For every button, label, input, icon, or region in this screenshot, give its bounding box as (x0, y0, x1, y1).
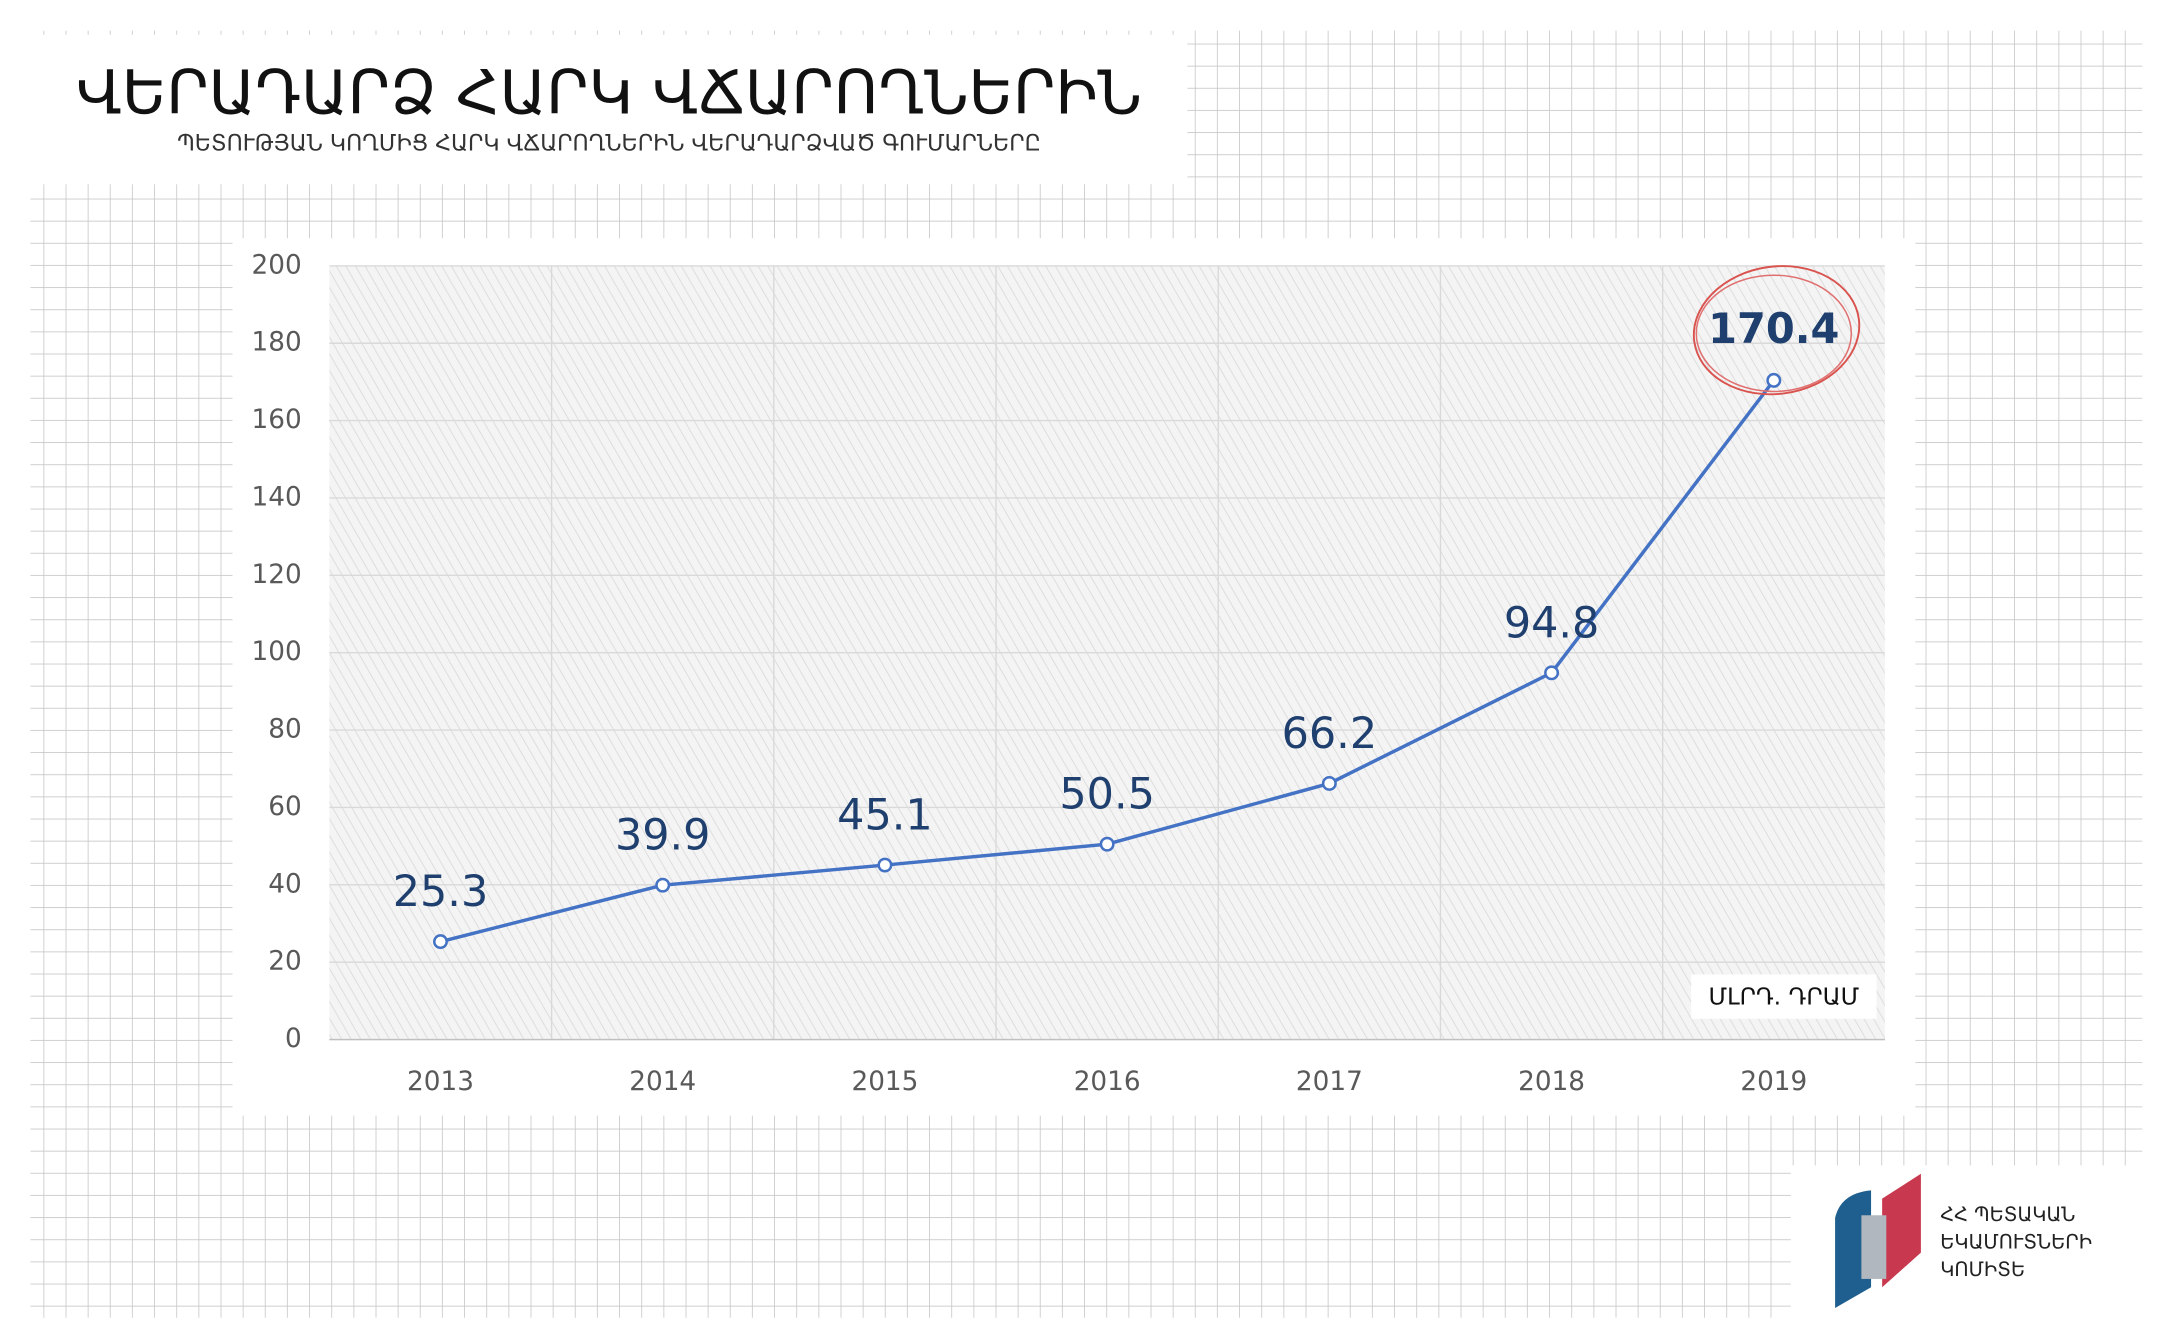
y-tick-label: 40 (268, 869, 301, 899)
x-tick-label: 2019 (1740, 1067, 1807, 1097)
y-tick-label: 60 (268, 792, 301, 822)
logo-text: ԵԿԱՄՈՒՏՆԵՐԻ (1940, 1230, 2092, 1253)
title: ՎԵՐԱԴԱՐՁ ՀԱՐԿ ՎՃԱՐՈՂՆԵՐԻՆ (76, 58, 1142, 129)
point (433, 934, 448, 950)
value-label: 170.4 (1708, 304, 1839, 353)
y-tick-label: 120 (252, 560, 302, 590)
y-tick-label: 100 (252, 637, 302, 667)
unit-box (1691, 974, 1877, 1019)
point (877, 857, 893, 873)
title-box (30, 34, 1188, 185)
y-tick-label: 20 (268, 947, 301, 977)
y-tick-label: 200 (252, 250, 302, 280)
logo-text: ՀՀ ՊԵՏԱԿԱՆ (1940, 1203, 2075, 1226)
logo-mark (1882, 1173, 1921, 1288)
value-label: 66.2 (1282, 709, 1378, 759)
logo-text: ԿՈՄԻՏԵ (1940, 1258, 2025, 1281)
x-tick-label: 2018 (1518, 1067, 1585, 1097)
y-tick-label: 0 (285, 1024, 302, 1054)
point (655, 877, 671, 893)
y-tick-label: 180 (252, 328, 302, 358)
value-label: 94.8 (1504, 598, 1600, 648)
y-tick-label: 80 (268, 715, 301, 745)
subtitle: ՊԵՏՈՒԹՅԱՆ ԿՈՂՄԻՑ ՀԱՐԿ ՎՃԱՐՈՂՆԵՐԻՆ ՎԵՐԱԴԱ… (177, 131, 1041, 157)
x-tick-label: 2016 (1074, 1067, 1141, 1097)
x-tick-label: 2014 (629, 1067, 696, 1097)
value-label: 25.3 (393, 867, 488, 917)
point (1099, 836, 1115, 852)
value-label: 39.9 (615, 811, 711, 861)
point (1321, 775, 1337, 791)
unit-label: ՄԼՐԴ. ԴՐԱՄ (1708, 982, 1859, 1010)
value-label: 50.5 (1059, 770, 1155, 820)
point (1544, 665, 1560, 681)
highlight-circle (1692, 265, 1861, 396)
y-tick-label: 140 (252, 482, 302, 512)
logo-mark (1861, 1215, 1887, 1279)
x-tick-label: 2015 (851, 1067, 918, 1097)
value-label: 45.1 (837, 791, 933, 841)
chart: 0 20 40 60 80 100 120 140 160 180 200 2013 2014 2015 2… (252, 250, 1885, 1097)
x-tick-label: 2013 (407, 1067, 474, 1097)
point (1766, 372, 1782, 388)
x-tick-label: 2017 (1296, 1067, 1363, 1097)
highlight-circle (1695, 274, 1853, 393)
y-tick-label: 160 (252, 405, 302, 435)
